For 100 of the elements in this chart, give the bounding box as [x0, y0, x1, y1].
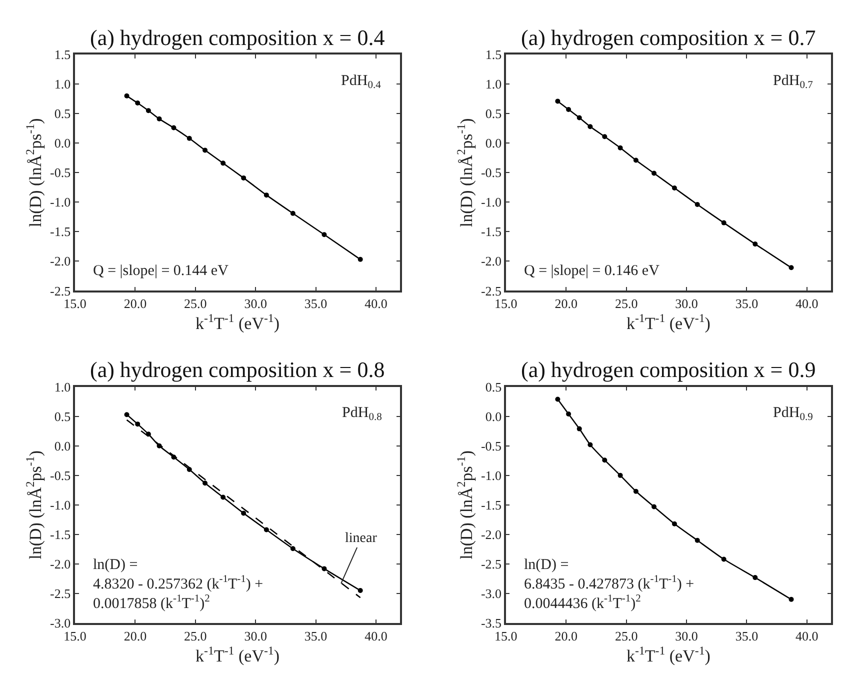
point — [186, 136, 192, 141]
x-tick-label: 40.0 — [796, 296, 818, 312]
x-tick-label: 40.0 — [364, 628, 388, 644]
x-tick-label: 25.0 — [184, 296, 207, 312]
x-tick-label: 15.0 — [494, 628, 518, 644]
point — [576, 115, 582, 120]
x-axis-title: k$^{-1}$T$^{-1}$ (eV$^{-1}$) — [626, 311, 710, 334]
point — [264, 527, 269, 532]
y-tick-label: 0.0 — [54, 438, 71, 454]
x-tick-label: 15.0 — [494, 296, 518, 312]
x-tick-label: 35.0 — [304, 628, 328, 644]
point — [358, 588, 363, 594]
x-axis-title: k$^{-1}$T$^{-1}$ (eV$^{-1}$) — [196, 311, 280, 334]
annotation: linear — [345, 531, 378, 546]
point — [322, 232, 327, 238]
point — [721, 556, 726, 562]
point — [652, 170, 657, 176]
x-tick-label: 30.0 — [244, 628, 267, 644]
y-tick-label: 0.5 — [54, 106, 71, 122]
point — [602, 134, 608, 140]
text: ln(D) = 6.8435 - 0.427873 (k$^{-1}$T$^{-1}$) + 0.0044436 (k$^{-1}$T$^{-1}$)$^{2}$ — [524, 557, 694, 612]
y-tick-label: 0.0 — [485, 408, 502, 424]
x-tick-label: 25.0 — [614, 628, 638, 644]
point — [156, 116, 162, 122]
x-tick-label: 40.0 — [796, 628, 818, 644]
annotation: PdH$_{0.7}$ — [773, 73, 813, 92]
chart-title: (a) hydrogen composition x = 0.9 — [521, 357, 816, 382]
point — [171, 125, 176, 130]
y-tick-label: 1.5 — [54, 47, 71, 62]
point — [588, 124, 593, 130]
point — [264, 192, 269, 198]
y-tick-label: -1.5 — [50, 224, 71, 240]
annotation: PdH$_{0.8}$ — [342, 405, 382, 424]
y-tick-label: -1.0 — [50, 497, 71, 512]
x-tick-label: 20.0 — [554, 628, 578, 644]
y-tick-label: -1.0 — [50, 194, 71, 210]
point — [146, 108, 151, 114]
y-tick-label: -2.0 — [50, 254, 71, 269]
text: ln(D) = 4.8320 - 0.257362 (k$^{-1}$T$^{-1}$) + 0.0017858 (k$^{-1}$T$^{-1}$)$^{2}$ — [93, 557, 264, 612]
annotation: PdH$_{0.9}$ — [773, 405, 813, 424]
x-axis-title: k$^{-1}$T$^{-1}$ (eV$^{-1}$) — [626, 643, 710, 666]
y-tick-label: -1.0 — [480, 468, 502, 483]
point — [220, 160, 226, 166]
point — [555, 98, 560, 104]
y-tick-label: -0.5 — [480, 438, 502, 454]
point — [555, 396, 560, 402]
y-tick-label: 0.5 — [485, 106, 502, 122]
annotation: Q = |slope| = 0.144 eV — [93, 263, 229, 279]
x-tick-label: 35.0 — [304, 296, 328, 312]
point — [672, 521, 677, 526]
point — [358, 256, 363, 262]
y-tick-label: -0.5 — [50, 468, 71, 483]
y-tick-label: -2.5 — [480, 556, 502, 572]
point — [124, 93, 130, 98]
point — [241, 175, 246, 180]
y-tick-label: 1.0 — [485, 76, 502, 92]
y-tick-label: 0.0 — [54, 136, 71, 151]
y-tick-label: -1.5 — [50, 527, 71, 542]
point — [124, 412, 130, 418]
x-tick-label: 15.0 — [64, 628, 86, 644]
x-tick-label: 35.0 — [735, 628, 758, 644]
y-tick-label: -1.5 — [480, 497, 502, 512]
point — [721, 220, 726, 226]
point — [290, 210, 296, 216]
point — [566, 106, 572, 112]
point — [788, 596, 794, 602]
x-tick-label: 30.0 — [244, 296, 267, 312]
annotation: PdH$_{0.4}$ — [341, 73, 382, 92]
point — [752, 242, 758, 247]
y-tick-label: 1.0 — [54, 76, 71, 92]
x-tick-label: 20.0 — [554, 296, 578, 312]
x-tick-label: 35.0 — [735, 296, 758, 312]
y-tick-label: -2.0 — [50, 556, 71, 572]
chart-title: (a) hydrogen composition x = 0.7 — [521, 25, 816, 50]
point — [220, 494, 226, 500]
x-tick-label: 25.0 — [614, 296, 638, 312]
point — [290, 546, 296, 552]
x-tick-label: 40.0 — [364, 296, 388, 312]
point — [752, 575, 758, 580]
y-tick-label: -1.0 — [480, 194, 502, 210]
y-tick-label: 1.0 — [54, 379, 71, 394]
point — [135, 100, 140, 106]
y-tick-label: -0.5 — [50, 165, 71, 180]
y-tick-label: -1.5 — [480, 224, 502, 240]
point — [652, 504, 657, 510]
point — [202, 480, 208, 486]
point — [202, 148, 208, 153]
x-tick-label: 25.0 — [184, 628, 207, 644]
point — [788, 265, 794, 270]
point — [576, 426, 582, 432]
annotation: Q = |slope| = 0.146 eV — [524, 263, 660, 279]
x-tick-label: 20.0 — [124, 628, 147, 644]
y-tick-label: -2.0 — [480, 254, 502, 269]
point — [241, 510, 246, 516]
chart-title: (a) hydrogen composition x = 0.8 — [90, 357, 385, 382]
y-tick-label: -2.5 — [50, 586, 71, 602]
x-axis-title: k$^{-1}$T$^{-1}$ (eV$^{-1}$) — [196, 643, 280, 666]
y-tick-label: 1.5 — [485, 47, 502, 62]
y-tick-label: -0.5 — [480, 165, 502, 180]
point — [694, 202, 700, 208]
